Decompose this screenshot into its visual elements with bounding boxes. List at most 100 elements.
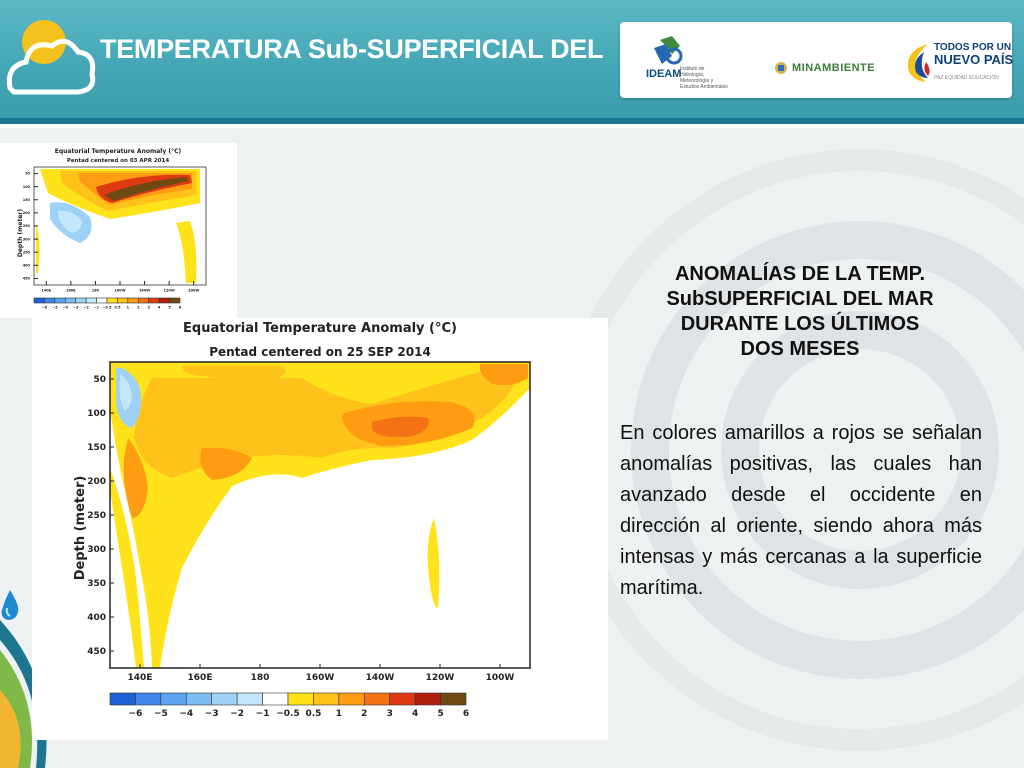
y-tick-label: 450 bbox=[87, 647, 106, 657]
colorbar-swatch bbox=[117, 297, 129, 304]
colorbar-swatch bbox=[127, 297, 139, 304]
big-map-ylabel: Depth (meter) bbox=[73, 476, 88, 581]
colorbar-swatch bbox=[313, 692, 340, 706]
colorbar-swatch bbox=[389, 692, 416, 706]
header-bar: TEMPERATURA Sub-SUPERFICIAL DEL IDEAM In… bbox=[0, 0, 1024, 118]
colorbar-label: −4 bbox=[63, 306, 69, 310]
x-tick-label: 100W bbox=[486, 673, 515, 683]
slide-title: TEMPERATURA Sub-SUPERFICIAL DEL bbox=[100, 34, 604, 64]
x-tick-label: 160W bbox=[114, 289, 125, 293]
colorbar-swatch bbox=[158, 297, 170, 304]
x-tick-label: 140W bbox=[139, 289, 150, 293]
colorbar-swatch bbox=[137, 297, 150, 304]
colorbar-label: 6 bbox=[179, 306, 182, 310]
colorbar-swatch bbox=[169, 297, 181, 304]
colorbar-label: 2 bbox=[361, 709, 367, 719]
y-tick-label: 250 bbox=[23, 224, 31, 228]
todos-line-2: NUEVO PAÍS bbox=[934, 52, 1014, 67]
x-tick-label: 120W bbox=[426, 673, 455, 683]
colorbar-swatch bbox=[363, 692, 391, 706]
colorbar-label: 6 bbox=[463, 709, 469, 719]
big-cool-area-light bbox=[119, 374, 132, 410]
x-tick-label: 180 bbox=[92, 289, 100, 293]
small-map-colorbar: −6 −5 −4 −3 −2 −1 −0.5 0.5 1 2 3 4 5 6 bbox=[33, 297, 182, 310]
colorbar-label: 3 bbox=[147, 306, 150, 310]
x-tick-label: 140E bbox=[41, 289, 51, 293]
colorbar-label: 0.5 bbox=[305, 709, 321, 719]
side-heading-line-2: SubSUPERFICIAL DEL MAR bbox=[666, 288, 934, 310]
small-cool-area-light bbox=[58, 210, 82, 233]
nuevo-pais-logo-icon bbox=[907, 44, 930, 82]
small-map-y-ticks: 50 100 150 200 250 300 350 400 450 bbox=[23, 172, 38, 281]
small-anomaly-map: Equatorial Temperature Anomaly (°C) Pent… bbox=[0, 143, 237, 318]
colorbar-label: −2 bbox=[83, 306, 89, 310]
small-warm-core bbox=[104, 177, 188, 201]
colorbar-swatch bbox=[44, 297, 56, 304]
colorbar-label: 5 bbox=[437, 709, 443, 719]
y-tick-label: 50 bbox=[93, 375, 106, 385]
x-tick-label: 100W bbox=[188, 289, 199, 293]
y-tick-label: 300 bbox=[23, 237, 31, 241]
colorbar-label: −1 bbox=[94, 306, 100, 310]
colorbar-label: 4 bbox=[412, 709, 418, 719]
small-map-figure: Equatorial Temperature Anomaly (°C) Pent… bbox=[17, 148, 207, 310]
header-stripe bbox=[0, 118, 1024, 124]
y-tick-label: 400 bbox=[87, 613, 106, 623]
side-heading-line-4: DOS MESES bbox=[740, 338, 860, 360]
x-tick-label: 180 bbox=[251, 673, 270, 683]
logos-panel: IDEAM Instituto de Hidrología, Meteorolo… bbox=[620, 22, 1014, 98]
big-anomaly-map: Equatorial Temperature Anomaly (°C) Pent… bbox=[32, 318, 608, 740]
colorbar-swatch bbox=[338, 692, 365, 706]
big-warm-area-west bbox=[110, 468, 144, 668]
small-map-subtitle: Pentad centered on 03 APR 2014 bbox=[67, 158, 170, 164]
y-tick-label: 400 bbox=[23, 264, 31, 268]
x-tick-label: 160E bbox=[66, 289, 76, 293]
y-tick-label: 200 bbox=[87, 477, 106, 487]
side-heading-line-3: DURANTE LOS ÚLTIMOS bbox=[680, 313, 920, 335]
colorbar-label: 4 bbox=[158, 306, 161, 310]
x-tick-label: 160W bbox=[306, 673, 335, 683]
colorbar-label: −5 bbox=[154, 709, 168, 719]
todos-line-1: TODOS POR UN bbox=[934, 42, 1012, 53]
y-tick-label: 150 bbox=[23, 198, 31, 202]
colorbar-label: 5 bbox=[168, 306, 171, 310]
colorbar-label: −3 bbox=[205, 709, 219, 719]
ideam-subtitle: Instituto de Hidrología, Meteorología y … bbox=[680, 66, 728, 90]
header-stripe-light bbox=[0, 124, 1024, 128]
colorbar-swatch bbox=[75, 297, 87, 304]
big-map-subtitle: Pentad centered on 25 SEP 2014 bbox=[209, 345, 431, 359]
colorbar-swatch bbox=[262, 692, 289, 706]
big-warm-patch-east bbox=[479, 364, 528, 386]
colorbar-swatch bbox=[33, 297, 45, 304]
colorbar-label: −5 bbox=[52, 306, 58, 310]
y-tick-label: 350 bbox=[23, 250, 31, 254]
colombia-seal-icon bbox=[775, 62, 787, 74]
small-warm-east bbox=[176, 221, 197, 283]
y-tick-label: 250 bbox=[87, 511, 106, 521]
y-tick-label: 200 bbox=[23, 211, 31, 215]
big-map-colorbar: −6 −5 −4 −3 −2 −1 −0.5 0.5 1 2 3 4 5 6 bbox=[109, 692, 469, 719]
y-tick-label: 450 bbox=[23, 277, 31, 281]
colorbar-label: −0.5 bbox=[102, 306, 112, 310]
colorbar-label: 2 bbox=[137, 306, 140, 310]
y-tick-label: 100 bbox=[87, 409, 106, 419]
colorbar-label: −3 bbox=[73, 306, 79, 310]
y-tick-label: 350 bbox=[87, 579, 106, 589]
todos-por-un-nuevo-pais-logo: TODOS POR UN NUEVO PAÍS bbox=[934, 42, 1014, 67]
colorbar-label: 3 bbox=[387, 709, 393, 719]
big-map-figure: Equatorial Temperature Anomaly (°C) Pent… bbox=[73, 321, 531, 719]
small-map-title: Equatorial Temperature Anomaly (°C) bbox=[55, 148, 182, 155]
side-body-text: En colores amarillos a rojos se señalan … bbox=[620, 422, 982, 599]
ideam-name: IDEAM bbox=[646, 68, 682, 80]
big-map-x-ticks: 140E 160E 180 160W 140W 120W 100W bbox=[128, 664, 515, 683]
colorbar-swatch bbox=[160, 692, 187, 706]
colorbar-label: −2 bbox=[230, 709, 244, 719]
side-heading: ANOMALÍAS DE LA TEMP. SubSUPERFICIAL DEL… bbox=[618, 262, 982, 362]
big-warm-patch-top bbox=[182, 366, 286, 380]
big-warm-area-strong-west bbox=[123, 438, 148, 518]
colorbar-label: −6 bbox=[129, 709, 143, 719]
colorbar-swatch bbox=[96, 297, 108, 304]
big-warm-area-hot bbox=[372, 416, 429, 438]
colorbar-label: 0.5 bbox=[114, 306, 121, 310]
x-tick-label: 140W bbox=[366, 673, 395, 683]
